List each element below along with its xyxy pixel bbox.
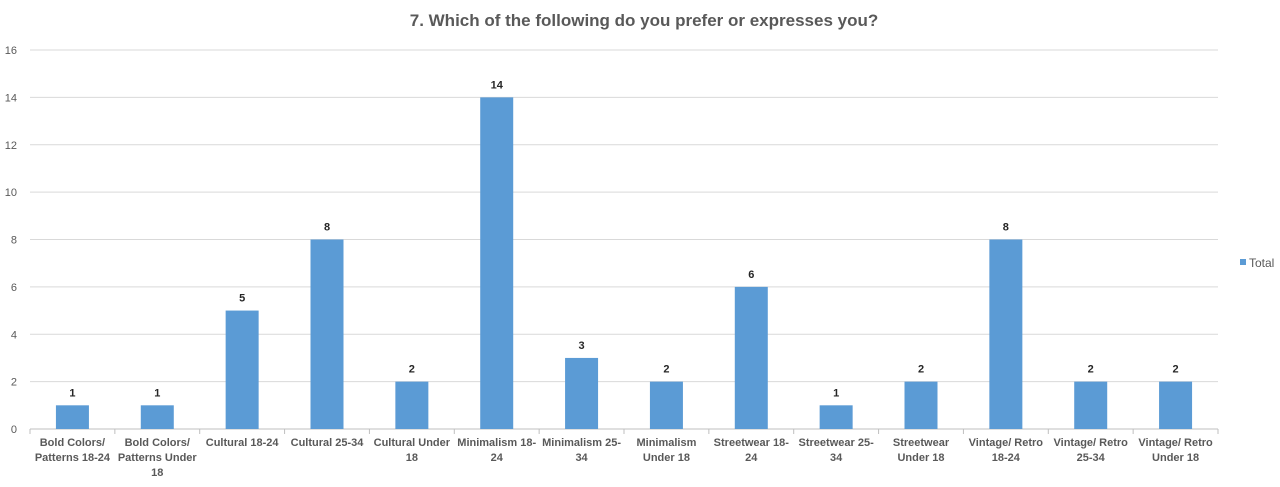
x-tick-label: Minimalism 25- <box>542 437 621 449</box>
y-tick-label: 16 <box>5 45 17 57</box>
data-label: 3 <box>579 340 585 352</box>
x-tick-label: 18 <box>406 452 418 464</box>
bar <box>904 381 938 429</box>
x-tick-label: Bold Colors/ <box>40 437 105 449</box>
data-label: 6 <box>748 269 754 281</box>
bar <box>225 310 259 429</box>
bar <box>819 405 853 429</box>
bar <box>989 239 1023 429</box>
chart-title: 7. Which of the following do you prefer … <box>410 11 879 30</box>
x-tick-label: 18 <box>151 467 163 479</box>
x-axis-ticks: Bold Colors/Patterns 18-24 Bold Colors/Pa… <box>35 437 1213 479</box>
x-tick-label: Bold Colors/ <box>125 437 190 449</box>
bar <box>649 381 683 429</box>
y-tick-label: 0 <box>11 424 17 436</box>
data-label: 8 <box>324 222 330 234</box>
bar <box>395 381 429 429</box>
x-tick-label: Minimalism <box>636 437 696 449</box>
x-tick-label: Cultural Under <box>374 437 451 449</box>
bar <box>1159 381 1193 429</box>
legend-swatch <box>1240 259 1246 265</box>
y-tick-label: 2 <box>11 377 17 389</box>
bar <box>1074 381 1108 429</box>
x-tick-label: Vintage/ Retro <box>1054 437 1129 449</box>
bar <box>310 239 344 429</box>
data-label: 8 <box>1003 222 1009 234</box>
bar <box>140 405 174 429</box>
y-axis-ticks: 0 2 4 6 8 10 12 14 16 <box>5 45 17 436</box>
gridlines <box>29 49 1219 434</box>
x-tick-label: Streetwear <box>893 437 950 449</box>
data-label: 1 <box>154 387 160 399</box>
x-tick-label: Under 18 <box>1152 452 1199 464</box>
x-tick-label: Streetwear 18- <box>714 437 790 449</box>
legend: Total <box>1240 256 1274 270</box>
x-tick-label: Under 18 <box>643 452 690 464</box>
y-tick-label: 4 <box>11 329 17 341</box>
y-tick-label: 14 <box>5 92 17 104</box>
x-tick-label: Under 18 <box>897 452 944 464</box>
data-label: 1 <box>69 387 75 399</box>
x-tick-label: Vintage/ Retro <box>969 437 1044 449</box>
bar <box>55 405 89 429</box>
data-label: 5 <box>239 293 245 305</box>
x-tick-label: 34 <box>575 452 588 464</box>
data-labels: 1 1 5 8 2 14 3 2 6 1 2 8 2 2 <box>69 79 1178 399</box>
x-tick-label: Streetwear 25- <box>799 437 875 449</box>
x-tick-label: 24 <box>745 452 758 464</box>
x-tick-label: Minimalism 18- <box>457 437 536 449</box>
x-tick-label: Patterns 18-24 <box>35 452 111 464</box>
data-label: 2 <box>1088 364 1094 376</box>
x-tick-label: Cultural 25-34 <box>291 437 365 449</box>
y-tick-label: 10 <box>5 187 17 199</box>
x-tick-label: 24 <box>491 452 504 464</box>
x-tick-label: 18-24 <box>992 452 1021 464</box>
y-tick-label: 6 <box>11 282 17 294</box>
x-tick-label: Vintage/ Retro <box>1138 437 1213 449</box>
y-tick-label: 12 <box>5 140 17 152</box>
data-label: 1 <box>833 387 839 399</box>
data-label: 14 <box>491 79 504 91</box>
y-tick-label: 8 <box>11 235 17 247</box>
bar <box>565 357 599 429</box>
bar <box>480 97 514 429</box>
x-tick-label: 34 <box>830 452 843 464</box>
data-label: 2 <box>409 364 415 376</box>
data-label: 2 <box>1173 364 1179 376</box>
legend-label: Total <box>1249 256 1274 270</box>
x-tick-label: Cultural 18-24 <box>206 437 280 449</box>
bars <box>55 97 1193 429</box>
x-tick-label: Patterns Under <box>118 452 198 464</box>
x-tick-label: 25-34 <box>1077 452 1106 464</box>
data-label: 2 <box>918 364 924 376</box>
bar <box>734 286 768 429</box>
data-label: 2 <box>663 364 669 376</box>
